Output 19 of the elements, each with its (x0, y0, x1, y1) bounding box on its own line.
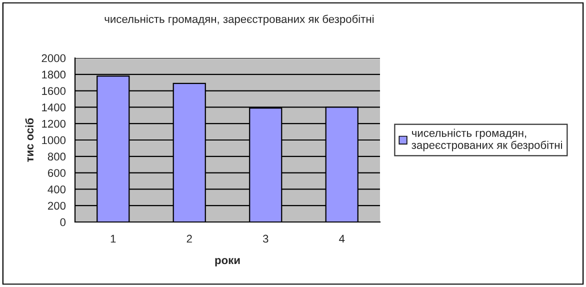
x-tick-label: 4 (339, 234, 345, 243)
y-tick-label: 800 (48, 152, 66, 161)
x-tick-label: 3 (262, 234, 268, 243)
y-tick-label: 200 (48, 202, 66, 210)
y-tick-label: 1600 (42, 87, 66, 95)
x-axis-title: роки (215, 258, 240, 266)
y-tick-label: 2000 (42, 54, 66, 62)
y-tick-label: 1200 (42, 120, 66, 128)
chart-title: чисельність громадян, зареєстрованих як безробітні (104, 14, 374, 26)
x-tick-label: 1 (110, 234, 116, 243)
y-tick-label: 1000 (42, 136, 66, 144)
y-tick-label: 0 (60, 218, 66, 226)
legend-label: чисельність громадян, зареєстрованих як безробітні (412, 128, 562, 152)
y-tick-label: 400 (48, 185, 66, 194)
y-tick-label: 600 (48, 169, 66, 177)
y-tick-label: 1400 (42, 103, 66, 112)
y-tick-label: 1800 (42, 70, 66, 79)
y-axis-title: тис осіб (25, 118, 34, 162)
x-tick-label: 2 (186, 234, 192, 243)
